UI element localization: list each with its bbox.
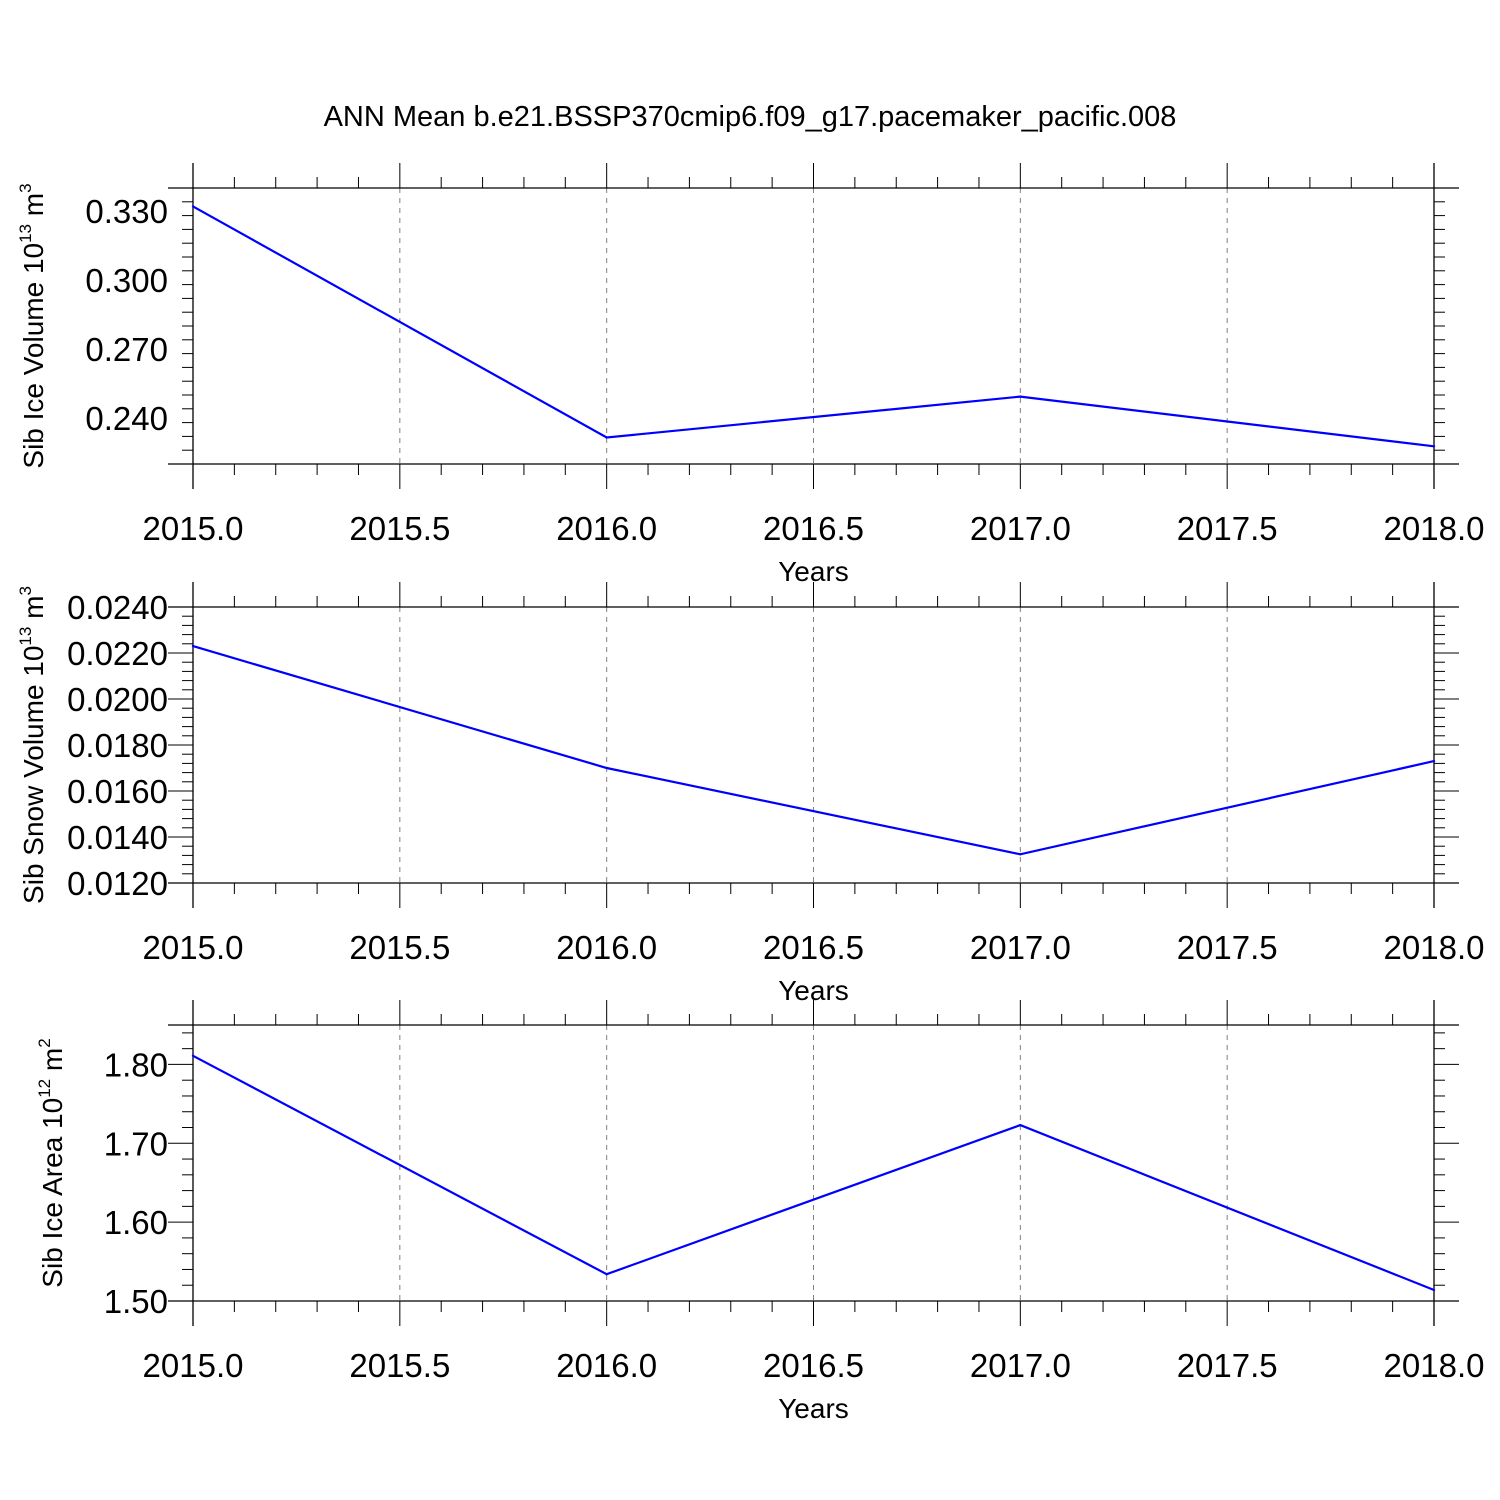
y-tick-label: 0.0240	[67, 589, 168, 626]
y-tick-label: 0.270	[85, 331, 168, 368]
y-tick-label: 0.330	[85, 193, 168, 230]
x-tick-label: 2016.5	[763, 510, 864, 547]
data-point	[191, 644, 195, 648]
y-axis-label-text: m	[37, 1048, 68, 1079]
y-tick-label: 0.0200	[67, 681, 168, 718]
data-point	[605, 766, 608, 770]
y-tick-label: 0.300	[85, 262, 168, 299]
data-point	[1432, 445, 1436, 448]
data-point	[1019, 395, 1022, 398]
x-tick-label: 2015.0	[143, 510, 244, 547]
x-tick-label: 2016.5	[763, 1347, 864, 1384]
x-axis-label: Years	[778, 1393, 849, 1424]
y-axis-label-text: Sib Ice Area 10	[37, 1098, 68, 1288]
data-point	[1432, 1288, 1436, 1292]
y-axis-label-superscript: 13	[16, 627, 35, 646]
x-tick-label: 2015.5	[349, 929, 450, 966]
y-axis-label-superscript: 3	[16, 586, 35, 595]
y-tick-label: 1.80	[104, 1046, 168, 1083]
y-axis-label: Sib Snow Volume 1013 m3	[16, 586, 49, 904]
series-line	[192, 1054, 1435, 1292]
x-tick-label: 2015.0	[143, 929, 244, 966]
y-tick-label: 0.240	[85, 400, 168, 437]
x-tick-label: 2016.0	[556, 510, 657, 547]
figure-title: ANN Mean b.e21.BSSP370cmip6.f09_g17.pace…	[324, 101, 1177, 133]
x-tick-label: 2015.0	[143, 1347, 244, 1384]
data-point	[1019, 853, 1022, 856]
x-tick-label: 2017.5	[1177, 929, 1278, 966]
x-tick-label: 2017.0	[970, 1347, 1071, 1384]
data-point	[191, 1054, 195, 1057]
y-tick-label: 0.0180	[67, 727, 168, 764]
y-tick-label: 0.0120	[67, 865, 168, 902]
y-tick-label: 0.0140	[67, 819, 168, 856]
y-tick-label: 1.70	[104, 1125, 168, 1162]
x-tick-label: 2018.0	[1384, 1347, 1485, 1384]
data-point	[605, 1272, 608, 1276]
x-tick-label: 2018.0	[1384, 929, 1485, 966]
y-tick-label: 1.60	[104, 1204, 168, 1241]
series-line	[192, 645, 1435, 856]
y-tick-label: 0.0220	[67, 635, 168, 672]
chart-panel-3: 1.50 1.60 1.70 1.80 2015.0 2015.5 2016.0 2016.5…	[35, 1000, 1484, 1424]
y-axis-label-text: Sib Ice Volume 10	[18, 243, 49, 469]
x-tick-label: 2016.5	[763, 929, 864, 966]
y-axis-label-superscript: 2	[35, 1038, 54, 1047]
series-line	[192, 205, 1435, 448]
y-axis-label-text: Sib Snow Volume 10	[18, 646, 49, 904]
y-axis-label-superscript: 3	[16, 183, 35, 192]
x-axis-label: Years	[778, 556, 849, 587]
x-tick-label: 2017.5	[1177, 510, 1278, 547]
x-tick-label: 2017.0	[970, 929, 1071, 966]
y-axis-label-text: m	[18, 596, 49, 627]
y-axis-label: Sib Ice Area 1012 m2	[35, 1038, 68, 1287]
data-point	[605, 436, 608, 439]
data-point	[191, 205, 195, 208]
y-axis-label: Sib Ice Volume 1013 m3	[16, 183, 49, 468]
y-tick-label: 1.50	[104, 1283, 168, 1320]
y-axis-label-text: m	[18, 193, 49, 224]
y-axis-label-superscript: 13	[16, 224, 35, 243]
x-tick-label: 2016.0	[556, 929, 657, 966]
chart-panel-2: 0.0120 0.0140 0.0160 0.0180 0.0200 0.0220 0.02…	[16, 582, 1484, 1006]
chart-panel-1: 0.240 0.270 0.300 0.330 2015.0 2015.5 2016.0 20…	[16, 163, 1484, 587]
x-tick-label: 2018.0	[1384, 510, 1485, 547]
x-tick-label: 2017.5	[1177, 1347, 1278, 1384]
x-tick-label: 2016.0	[556, 1347, 657, 1384]
x-tick-label: 2017.0	[970, 510, 1071, 547]
data-point	[1432, 759, 1436, 763]
y-tick-label: 0.0160	[67, 773, 168, 810]
data-point	[1019, 1123, 1022, 1127]
x-tick-label: 2015.5	[349, 1347, 450, 1384]
x-tick-label: 2015.5	[349, 510, 450, 547]
y-axis-label-superscript: 12	[35, 1079, 54, 1098]
